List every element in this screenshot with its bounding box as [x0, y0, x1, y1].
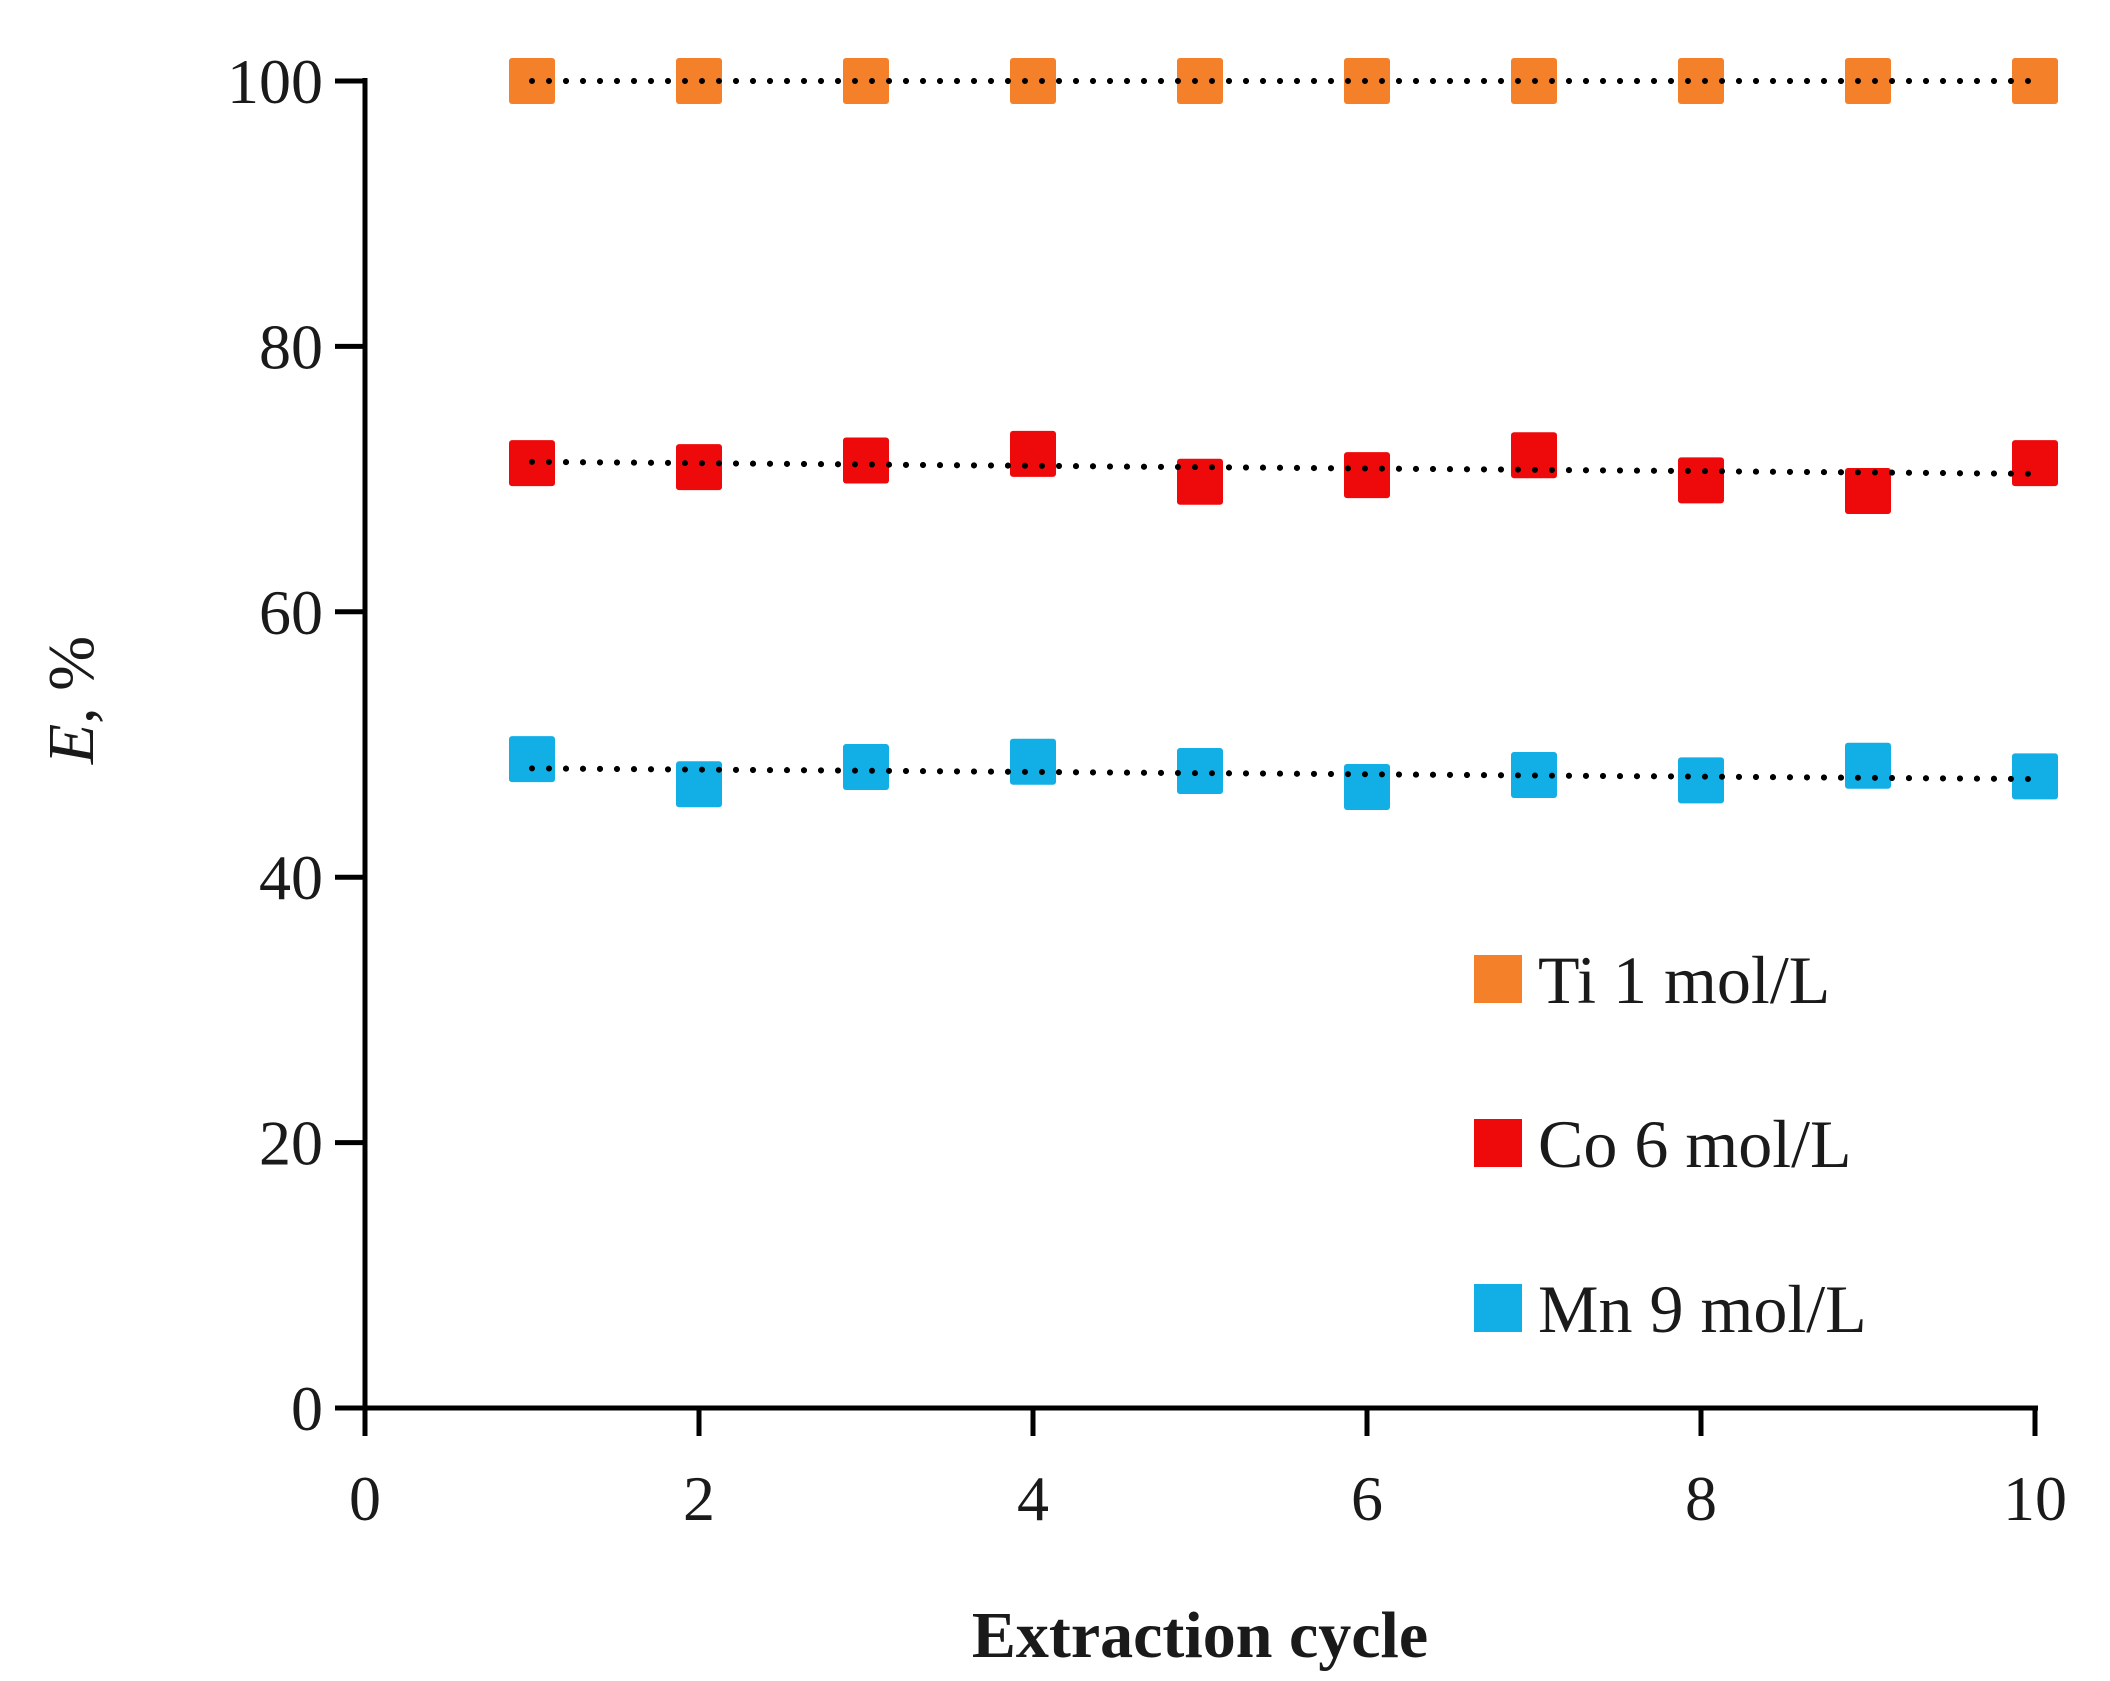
legend-swatch — [1474, 955, 1522, 1003]
y-axis-title-symbol: E — [35, 724, 108, 765]
data-point-series-2 — [1511, 432, 1557, 479]
data-point-series-2 — [1344, 452, 1390, 499]
data-point-series-2 — [1010, 430, 1056, 477]
data-point-series-1 — [1845, 58, 1891, 104]
x-tick-label: 0 — [349, 1463, 381, 1534]
y-tick-label: 100 — [227, 46, 323, 117]
data-point-series-3 — [1678, 757, 1724, 804]
data-point-series-3 — [676, 761, 722, 808]
data-point-series-2 — [1845, 468, 1891, 515]
data-point-series-1 — [843, 58, 889, 104]
axes — [335, 78, 2038, 1411]
data-point-series-2 — [843, 437, 889, 484]
x-tick-label: 8 — [1685, 1463, 1717, 1534]
data-point-series-3 — [1177, 748, 1223, 795]
x-tick-label: 4 — [1017, 1463, 1049, 1534]
data-point-series-2 — [1177, 458, 1223, 505]
y-tick-label: 40 — [259, 842, 323, 913]
x-ticks: 0 2 4 6 8 10 — [349, 1408, 2067, 1534]
data-point-series-2 — [676, 444, 722, 491]
data-point-series-3 — [1845, 742, 1891, 789]
data-point-series-1 — [1010, 58, 1056, 104]
legend: Ti 1 mol/L Co 6 mol/L Mn 9 mol/L — [1474, 942, 1867, 1347]
legend-swatch — [1474, 1284, 1522, 1332]
x-tick-label: 6 — [1351, 1463, 1383, 1534]
y-axis-title-unit: , % — [35, 636, 108, 724]
y-tick-label: 80 — [259, 311, 323, 382]
data-point-series-3 — [2012, 753, 2058, 800]
data-point-series-2 — [2012, 440, 2058, 487]
data-point-series-3 — [843, 744, 889, 791]
y-tick-label: 20 — [259, 1108, 323, 1179]
x-tick-label: 2 — [683, 1463, 715, 1534]
legend-label: Ti 1 mol/L — [1538, 942, 1830, 1018]
data-point-series-1 — [1177, 58, 1223, 104]
trendlines — [529, 78, 2038, 783]
y-ticks: 0 20 40 60 80 100 — [227, 46, 365, 1444]
data-point-series-3 — [1010, 738, 1056, 785]
y-tick-label: 60 — [259, 577, 323, 648]
data-point-series-1 — [1678, 58, 1724, 104]
trendline-overlay-series-3 — [529, 765, 2038, 783]
data-point-series-1 — [2012, 58, 2058, 104]
y-axis-title: E, % — [35, 636, 108, 765]
data-point-series-3 — [1344, 763, 1390, 810]
x-axis-title: Extraction cycle — [972, 1599, 1428, 1672]
x-tick-label: 10 — [2003, 1463, 2067, 1534]
legend-swatch — [1474, 1119, 1522, 1167]
data-points — [509, 58, 2058, 810]
legend-label: Mn 9 mol/L — [1538, 1271, 1867, 1347]
y-tick-label: 0 — [291, 1373, 323, 1444]
data-point-series-2 — [1678, 457, 1724, 504]
legend-label: Co 6 mol/L — [1538, 1106, 1852, 1182]
trendline-overlay-series-2 — [529, 458, 2038, 477]
data-point-series-3 — [509, 736, 555, 783]
